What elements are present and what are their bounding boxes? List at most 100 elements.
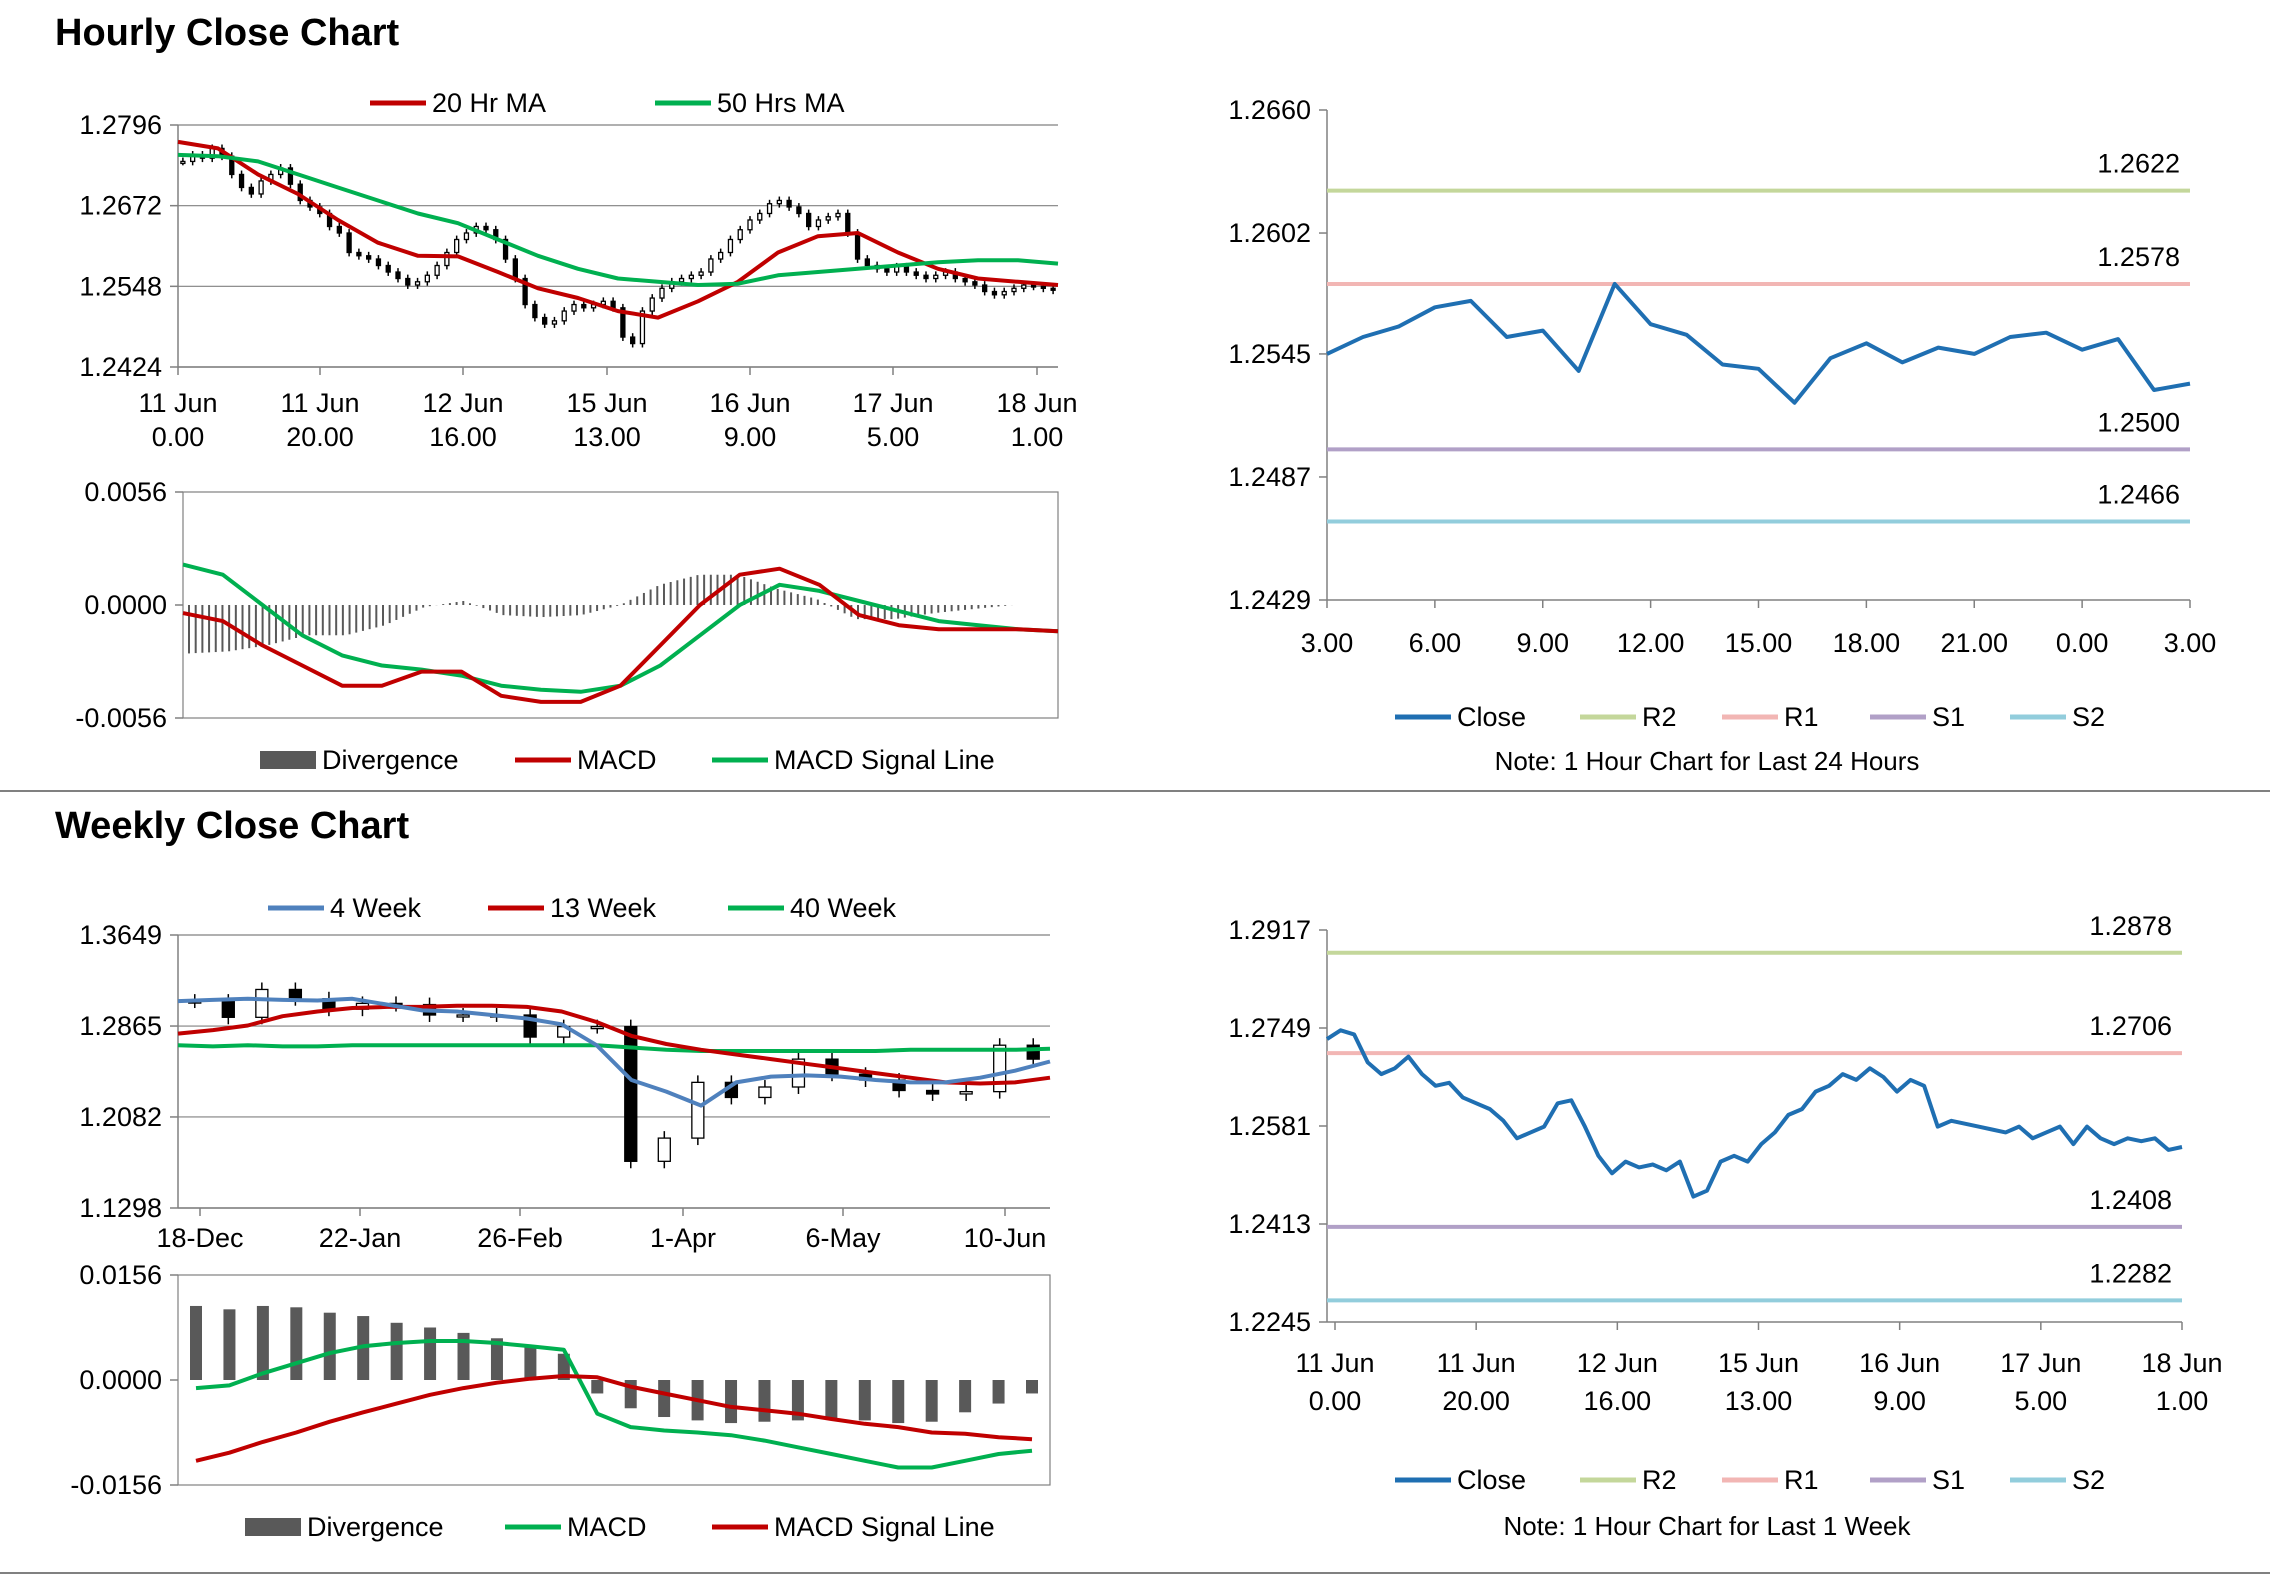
hourly-price-candle-body xyxy=(864,258,870,267)
weekly-macd-divergence-bar xyxy=(323,1312,336,1380)
weekly-macd-divergence-bar xyxy=(959,1380,972,1413)
weekly-macd-divergence-bar xyxy=(490,1338,503,1380)
weekly-price-candle-body xyxy=(691,1081,705,1139)
weekly-close-level-label: 1.2408 xyxy=(2089,1185,2172,1215)
hourly-price-candle-body xyxy=(180,160,186,165)
hourly-price-candle-body xyxy=(248,186,254,195)
hourly-price-candle-body xyxy=(737,229,743,241)
weekly-close-x-tick-label: 16.00 xyxy=(1584,1386,1652,1416)
hourly-price-candle-body xyxy=(581,303,587,309)
weekly-price-x-tick-label: 18-Dec xyxy=(156,1223,243,1253)
weekly-close-x-tick-label: 13.00 xyxy=(1725,1386,1793,1416)
weekly-price-y-tick-label: 1.3649 xyxy=(79,920,162,950)
hourly-price-candle-body xyxy=(258,180,264,195)
weekly-price-line-4-week xyxy=(177,996,1051,1108)
weekly-close-x-tick-label: 12 Jun xyxy=(1577,1348,1658,1378)
hourly-price-candle-body xyxy=(356,251,362,257)
hourly-price-candle-body xyxy=(649,297,655,312)
weekly-macd-divergence-bar xyxy=(457,1332,470,1380)
hourly-close-legend-label: R1 xyxy=(1784,702,1819,732)
weekly-price-y-tick-label: 1.1298 xyxy=(79,1193,162,1223)
hourly-price-candle-body xyxy=(933,274,939,280)
hourly-close-y-tick-label: 1.2487 xyxy=(1228,462,1311,492)
hourly-price-candle-body xyxy=(903,266,910,273)
hourly-price-candle-body xyxy=(923,274,929,280)
hourly-price-candle-body xyxy=(405,277,411,286)
weekly-price-x-tick-label: 1-Apr xyxy=(650,1223,716,1253)
weekly-macd-divergence-bar xyxy=(390,1322,403,1380)
hourly-price-candle-body xyxy=(502,238,509,260)
weekly-price-legend-label: 13 Week xyxy=(550,893,657,923)
weekly-price-legend-label: 4 Week xyxy=(330,893,422,923)
hourly-close-level-label: 1.2500 xyxy=(2097,407,2180,437)
hourly-price-x-tick-label: 17 Jun xyxy=(852,388,933,418)
hourly-price-x-tick-label: 18 Jun xyxy=(996,388,1077,418)
hourly-price-candle-body xyxy=(854,232,861,260)
hourly-price-line-20-hr-ma xyxy=(177,139,1059,320)
hourly-price-legend-label: 50 Hrs MA xyxy=(717,88,845,118)
hourly-price-candle-body xyxy=(1050,287,1056,291)
hourly-price-x-tick-label: 0.00 xyxy=(152,422,205,452)
weekly-section-title: Weekly Close Chart xyxy=(55,805,410,847)
weekly-close-legend-label: R2 xyxy=(1642,1465,1677,1495)
weekly-close-x-tick-label: 17 Jun xyxy=(2000,1348,2081,1378)
hourly-price-candle-body xyxy=(532,303,538,319)
hourly-price-candle-body xyxy=(630,336,636,345)
hourly-price-candle-body xyxy=(845,212,851,234)
hourly-price-y-tick-label: 1.2672 xyxy=(79,191,162,221)
weekly-close-x-tick-label: 5.00 xyxy=(2015,1386,2068,1416)
weekly-close-x-tick-label: 18 Jun xyxy=(2141,1348,2222,1378)
weekly-price-x-tick-label: 6-May xyxy=(805,1223,881,1253)
weekly-close-level-label: 1.2706 xyxy=(2089,1011,2172,1041)
weekly-close-level-label: 1.2878 xyxy=(2089,911,2172,941)
weekly-macd-legend-label: MACD xyxy=(567,1512,647,1542)
weekly-close-y-tick-label: 1.2749 xyxy=(1228,1013,1311,1043)
hourly-price-candle-body xyxy=(375,258,382,267)
hourly-price-x-tick-label: 11 Jun xyxy=(138,388,217,418)
hourly-close-x-tick-label: 9.00 xyxy=(1516,628,1569,658)
weekly-close-x-tick-label: 0.00 xyxy=(1309,1386,1362,1416)
hourly-price-candle-body xyxy=(991,290,998,296)
hourly-price-candle-body xyxy=(483,225,489,231)
hourly-price-candle-body xyxy=(551,320,558,325)
weekly-macd-y-tick-label: -0.0156 xyxy=(70,1470,162,1500)
hourly-price-y-tick-label: 1.2548 xyxy=(79,271,162,301)
hourly-price-candle-body xyxy=(884,268,890,273)
hourly-macd-y-tick-label: 0.0056 xyxy=(84,477,167,507)
hourly-price-candle-body xyxy=(815,219,822,228)
hourly-price-candle-body xyxy=(1040,285,1046,289)
hourly-price-candle-body xyxy=(727,238,734,254)
hourly-close-level-label: 1.2622 xyxy=(2097,149,2180,179)
weekly-price-candle-body xyxy=(959,1090,973,1095)
weekly-price-x-tick-label: 10-Jun xyxy=(964,1223,1047,1253)
hourly-price-x-tick-label: 1.00 xyxy=(1011,422,1064,452)
weekly-macd-divergence-bar xyxy=(223,1309,236,1380)
hourly-close-line-close xyxy=(1326,281,2191,405)
section-divider xyxy=(0,790,2270,792)
hourly-price-candle-body xyxy=(766,203,773,215)
hourly-price-candle-body xyxy=(561,310,567,322)
hourly-price-candle-body xyxy=(708,258,714,273)
hourly-price-candle-body xyxy=(913,271,919,276)
weekly-price-candle-body xyxy=(624,1025,638,1162)
hourly-price-candle-body xyxy=(659,287,665,299)
weekly-close-y-tick-label: 1.2917 xyxy=(1228,915,1311,945)
weekly-close-legend-label: S1 xyxy=(1932,1465,1965,1495)
hourly-macd-y-tick-label: -0.0056 xyxy=(75,703,167,733)
hourly-price-candle-body xyxy=(238,173,245,189)
hourly-price-y-tick-label: 1.2796 xyxy=(79,110,162,140)
weekly-macd-divergence-bar xyxy=(892,1380,905,1424)
weekly-macd-divergence-bar xyxy=(858,1380,871,1421)
weekly-price-legend-label: 40 Week xyxy=(790,893,897,923)
hourly-price-candle-body xyxy=(776,199,782,205)
hourly-price-x-tick-label: 11 Jun xyxy=(280,388,359,418)
hourly-price-legend-label: 20 Hr MA xyxy=(432,88,546,118)
hourly-price-candle-body xyxy=(366,255,372,260)
hourly-price-candle-body xyxy=(414,281,421,286)
hourly-price-candle-body xyxy=(747,219,753,231)
hourly-macd-legend-swatch xyxy=(260,751,316,769)
hourly-price-line-50-hrs-ma xyxy=(177,152,1059,287)
hourly-macd-legend-label: MACD xyxy=(577,745,657,775)
weekly-price-candle-body xyxy=(590,1025,604,1030)
